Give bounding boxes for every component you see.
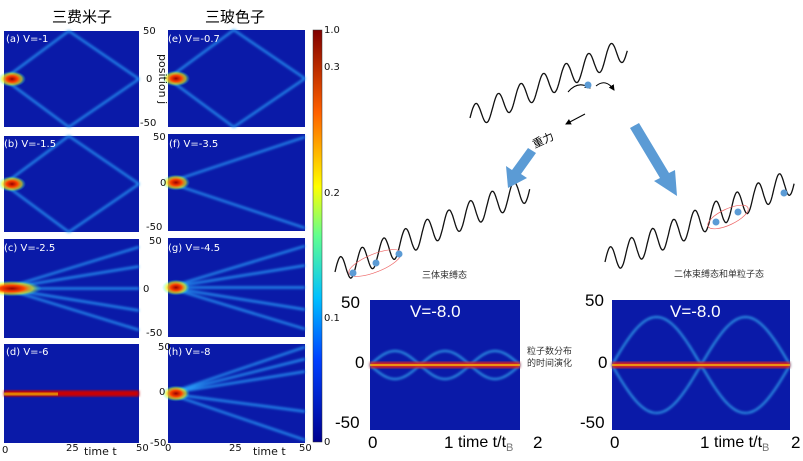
- big-heatmap-1: [369, 300, 521, 430]
- y-tick: 0: [355, 353, 365, 372]
- y-tick: 50: [149, 236, 162, 247]
- y-tick: 50: [143, 26, 156, 37]
- evolution-label-1: 粒子数分布: [527, 347, 573, 357]
- x-axis-label: time t/tB: [714, 433, 769, 458]
- x-tick: 0: [165, 443, 172, 454]
- x-tick: 0: [610, 433, 620, 452]
- colorbar: [312, 29, 323, 443]
- colorbar-tick: 0.1: [324, 313, 340, 324]
- x-tick: 1: [700, 433, 710, 452]
- y-tick: -50: [140, 118, 157, 129]
- particle: [349, 269, 357, 277]
- panel-h-label: (h) V=-8: [168, 347, 211, 358]
- heatmap-panel-e: [162, 29, 306, 128]
- y-tick: -50: [146, 328, 163, 339]
- gravity-arrow: [565, 113, 586, 125]
- x-tick: 0: [2, 445, 9, 456]
- particle: [584, 81, 592, 89]
- big-plot-1-label: V=-8.0: [410, 302, 461, 321]
- y-tick: -50: [150, 438, 167, 449]
- boson-column-title: 三玻色子: [205, 8, 266, 26]
- lattice-potential-top: [469, 42, 628, 124]
- three-body-label: 三体束缚态: [422, 271, 468, 281]
- particle: [734, 208, 742, 216]
- colorbar-tick: 1.0: [324, 25, 340, 36]
- x-axis-subscript: B: [762, 442, 770, 455]
- hop-arrow-right: [595, 82, 615, 91]
- two-plus-one-label: 二体束缚态和单粒子态: [674, 270, 765, 280]
- big-plot-2-label: V=-8.0: [670, 302, 721, 321]
- x-tick: 50: [136, 443, 149, 454]
- panel-d-label: (d) V=-6: [6, 347, 49, 358]
- heatmap-panel-g: [162, 238, 306, 337]
- y-tick: 50: [158, 342, 171, 353]
- y-tick: 0: [159, 387, 166, 398]
- x-tick: 50: [299, 443, 312, 454]
- heatmap-panel-d: [4, 344, 139, 443]
- panel-g-label: (g) V=-4.5: [168, 243, 221, 254]
- panel-f-label: (f) V=-3.5: [169, 139, 219, 150]
- y-tick: 50: [585, 291, 604, 310]
- x-tick: 25: [66, 443, 79, 454]
- evolution-label-2: 的时间演化: [527, 359, 573, 369]
- particle: [780, 189, 788, 197]
- x-axis-label: time t: [253, 445, 286, 458]
- panel-e-label: (e) V=-0.7: [168, 34, 220, 45]
- y-tick: -50: [580, 413, 605, 432]
- x-tick: 1: [444, 433, 454, 452]
- x-axis-label: time t: [84, 445, 117, 458]
- particle: [372, 259, 380, 267]
- y-tick: 0: [598, 353, 608, 372]
- x-axis-subscript: B: [506, 442, 514, 455]
- x-tick: 25: [229, 443, 242, 454]
- heatmap-panel-c: [0, 239, 140, 338]
- x-tick: 2: [533, 433, 543, 452]
- heatmap-panel-b: [0, 135, 140, 233]
- fermion-column-title: 三费米子: [52, 8, 113, 26]
- y-tick: 0: [146, 74, 153, 85]
- heatmap-panel-h: [162, 344, 306, 443]
- y-tick: 0: [143, 284, 150, 295]
- y-axis-label: position j: [156, 54, 169, 105]
- x-axis-label-text: time t/t: [714, 434, 763, 451]
- particle: [712, 218, 720, 226]
- colorbar-tick: 0: [324, 437, 331, 448]
- x-tick: 0: [368, 433, 378, 452]
- y-tick: 50: [153, 132, 166, 143]
- x-axis-label: time t/tB: [458, 433, 513, 458]
- arrow-to-three-body: [506, 148, 536, 188]
- colorbar-tick: 0.2: [324, 188, 340, 199]
- panel-a-label: (a) V=-1: [6, 34, 49, 45]
- big-heatmap-2: [611, 300, 791, 430]
- particle: [395, 250, 403, 258]
- y-tick: 0: [160, 178, 167, 189]
- panel-c-label: (c) V=-2.5: [4, 243, 56, 254]
- arrow-to-two-plus-one: [630, 123, 677, 196]
- heatmap-panel-a: [0, 30, 140, 128]
- colorbar-tick: 0.3: [324, 62, 340, 73]
- x-tick: 2: [791, 433, 801, 452]
- x-axis-label-text: time t/t: [458, 434, 507, 451]
- lattice-potential-three-body: [334, 181, 531, 279]
- bound-ellipse: [707, 204, 749, 230]
- y-tick: -50: [335, 413, 360, 432]
- heatmap-panel-f: [162, 134, 306, 231]
- y-tick: -50: [146, 222, 163, 233]
- panel-b-label: (b) V=-1.5: [4, 139, 57, 150]
- y-tick: 50: [341, 293, 360, 312]
- lattice-potential-two-plus-one: [604, 173, 795, 269]
